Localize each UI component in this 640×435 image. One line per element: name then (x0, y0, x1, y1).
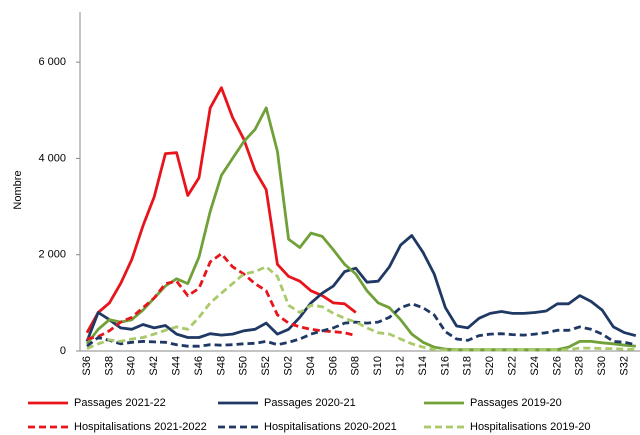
legend-label: Hospitalisations 2020-2021 (264, 421, 397, 433)
x-tick-label: S46 (193, 356, 205, 376)
x-tick-label: S44 (171, 356, 183, 376)
line-series (85, 234, 637, 342)
x-tick-label: S22 (507, 356, 519, 376)
x-tick-label: S20 (484, 356, 496, 376)
y-axis-label: Nombre (12, 170, 24, 209)
y-tick-label: 2 000 (38, 249, 66, 261)
x-tick-label: S26 (551, 356, 563, 376)
x-tick-label: S06 (327, 356, 339, 376)
x-tick-label: S08 (350, 356, 362, 376)
y-tick-label: 4 000 (38, 152, 66, 164)
y-tick-label: 6 000 (38, 56, 66, 68)
x-tick-label: S14 (417, 356, 429, 376)
x-tick-label: S04 (305, 356, 317, 376)
x-tick-label: S48 (215, 356, 227, 376)
x-tick-label: S32 (619, 356, 631, 376)
line-series (86, 252, 357, 341)
x-tick-label: S30 (596, 356, 608, 376)
line-series (86, 302, 637, 348)
x-tick-label: S36 (81, 356, 93, 376)
x-tick-label: S10 (372, 356, 384, 376)
legend-label: Passages 2021-22 (74, 397, 166, 409)
y-tick-label: 0 (60, 345, 66, 357)
x-tick-label: S52 (260, 356, 272, 376)
legend-label: Hospitalisations 2021-2022 (74, 421, 207, 433)
line-series (86, 265, 636, 352)
line-series (85, 86, 357, 334)
x-tick-label: S16 (439, 356, 451, 376)
x-tick-label: S28 (574, 356, 586, 376)
x-tick-label: S38 (103, 356, 115, 376)
line-series (85, 106, 636, 351)
legend-label: Hospitalisations 2019-20 (470, 421, 590, 433)
legend-label: Passages 2020-21 (264, 397, 356, 409)
x-tick-label: S50 (238, 356, 250, 376)
x-tick-label: S02 (283, 356, 295, 376)
x-tick-label: S18 (462, 356, 474, 376)
legend-label: Passages 2019-20 (470, 397, 562, 409)
x-tick-label: S40 (126, 356, 138, 376)
x-tick-label: S24 (529, 356, 541, 376)
x-tick-label: S12 (395, 356, 407, 376)
x-tick-label: S42 (148, 356, 160, 376)
